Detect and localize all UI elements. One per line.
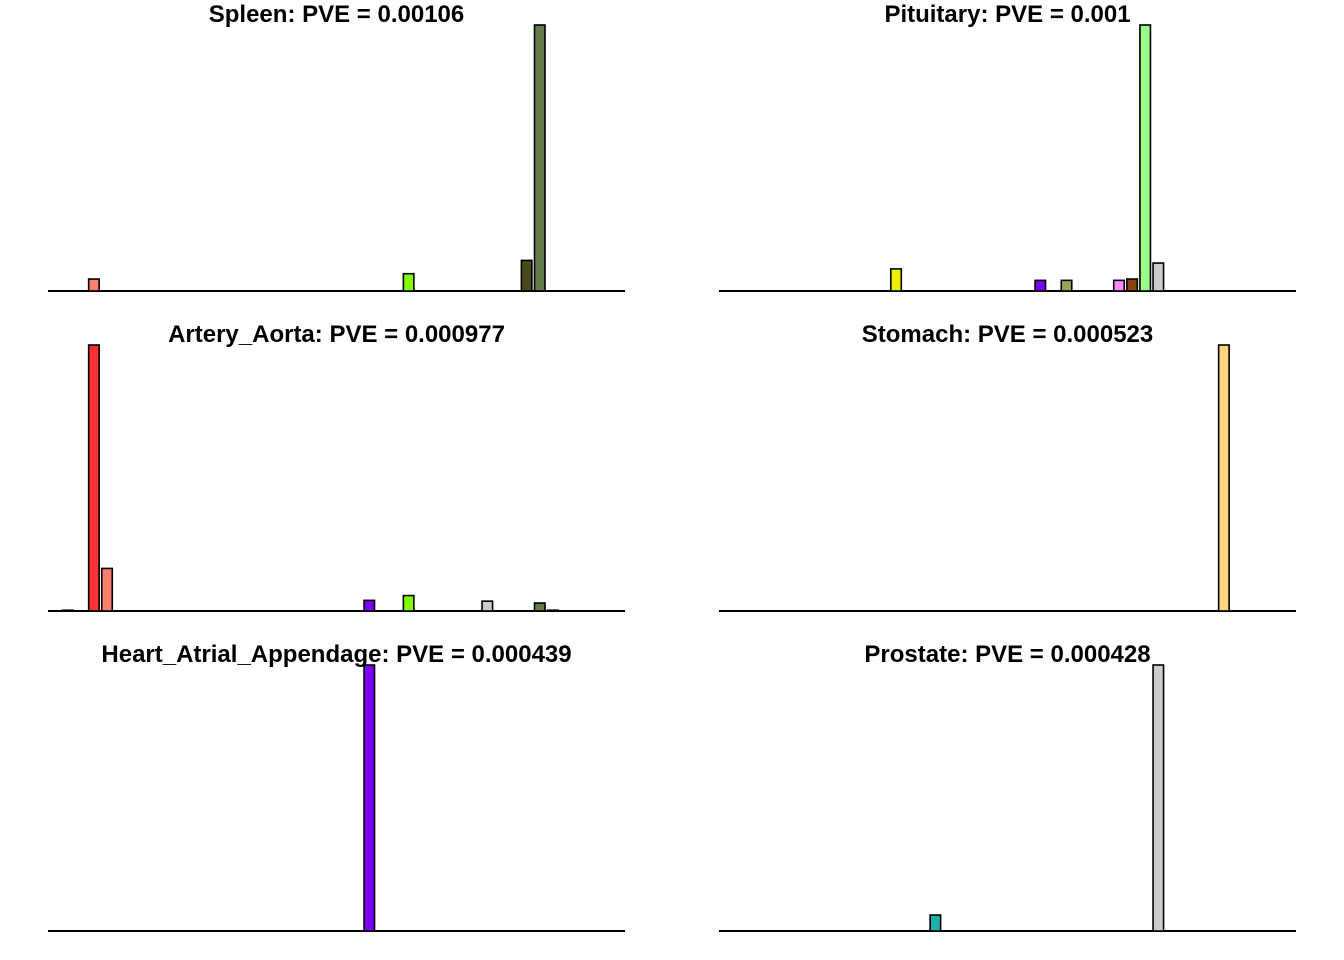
chart-title: Heart_Atrial_Appendage: PVE = 0.000439: [101, 641, 571, 668]
bar: [1112, 279, 1126, 292]
bar: [87, 278, 100, 292]
bar: [1034, 279, 1047, 292]
chart-panel: Spleen: PVE = 0.00106: [48, 1, 625, 292]
chart-title: Pituitary: PVE = 0.001: [884, 1, 1130, 28]
bar: [1139, 24, 1152, 292]
bar: [533, 24, 546, 292]
chart-title: Prostate: PVE = 0.000428: [864, 641, 1150, 668]
chart-title: Artery_Aorta: PVE = 0.000977: [168, 321, 505, 348]
bar: [533, 602, 546, 612]
bar: [1152, 262, 1165, 292]
bar: [889, 268, 903, 292]
bar: [363, 599, 376, 612]
chart-panel: Pituitary: PVE = 0.001: [719, 1, 1296, 292]
bar: [100, 567, 114, 612]
bar: [929, 914, 942, 932]
bar: [1217, 344, 1230, 612]
chart-panel: Heart_Atrial_Appendage: PVE = 0.000439: [48, 641, 625, 932]
bar: [87, 344, 100, 612]
chart-panel: Stomach: PVE = 0.000523: [719, 321, 1296, 612]
bar: [363, 664, 376, 932]
chart-panel: Artery_Aorta: PVE = 0.000977: [48, 321, 625, 612]
bar: [481, 600, 494, 612]
chart-panel: Prostate: PVE = 0.000428: [719, 641, 1296, 932]
bar: [402, 594, 415, 612]
bar: [546, 609, 559, 612]
chart-title: Spleen: PVE = 0.00106: [209, 1, 464, 28]
bar: [402, 272, 415, 292]
bar: [1060, 279, 1073, 292]
bar: [520, 259, 533, 292]
bar: [1126, 278, 1139, 292]
bar: [1152, 664, 1165, 932]
bar: [61, 609, 74, 612]
chart-title: Stomach: PVE = 0.000523: [862, 321, 1154, 348]
